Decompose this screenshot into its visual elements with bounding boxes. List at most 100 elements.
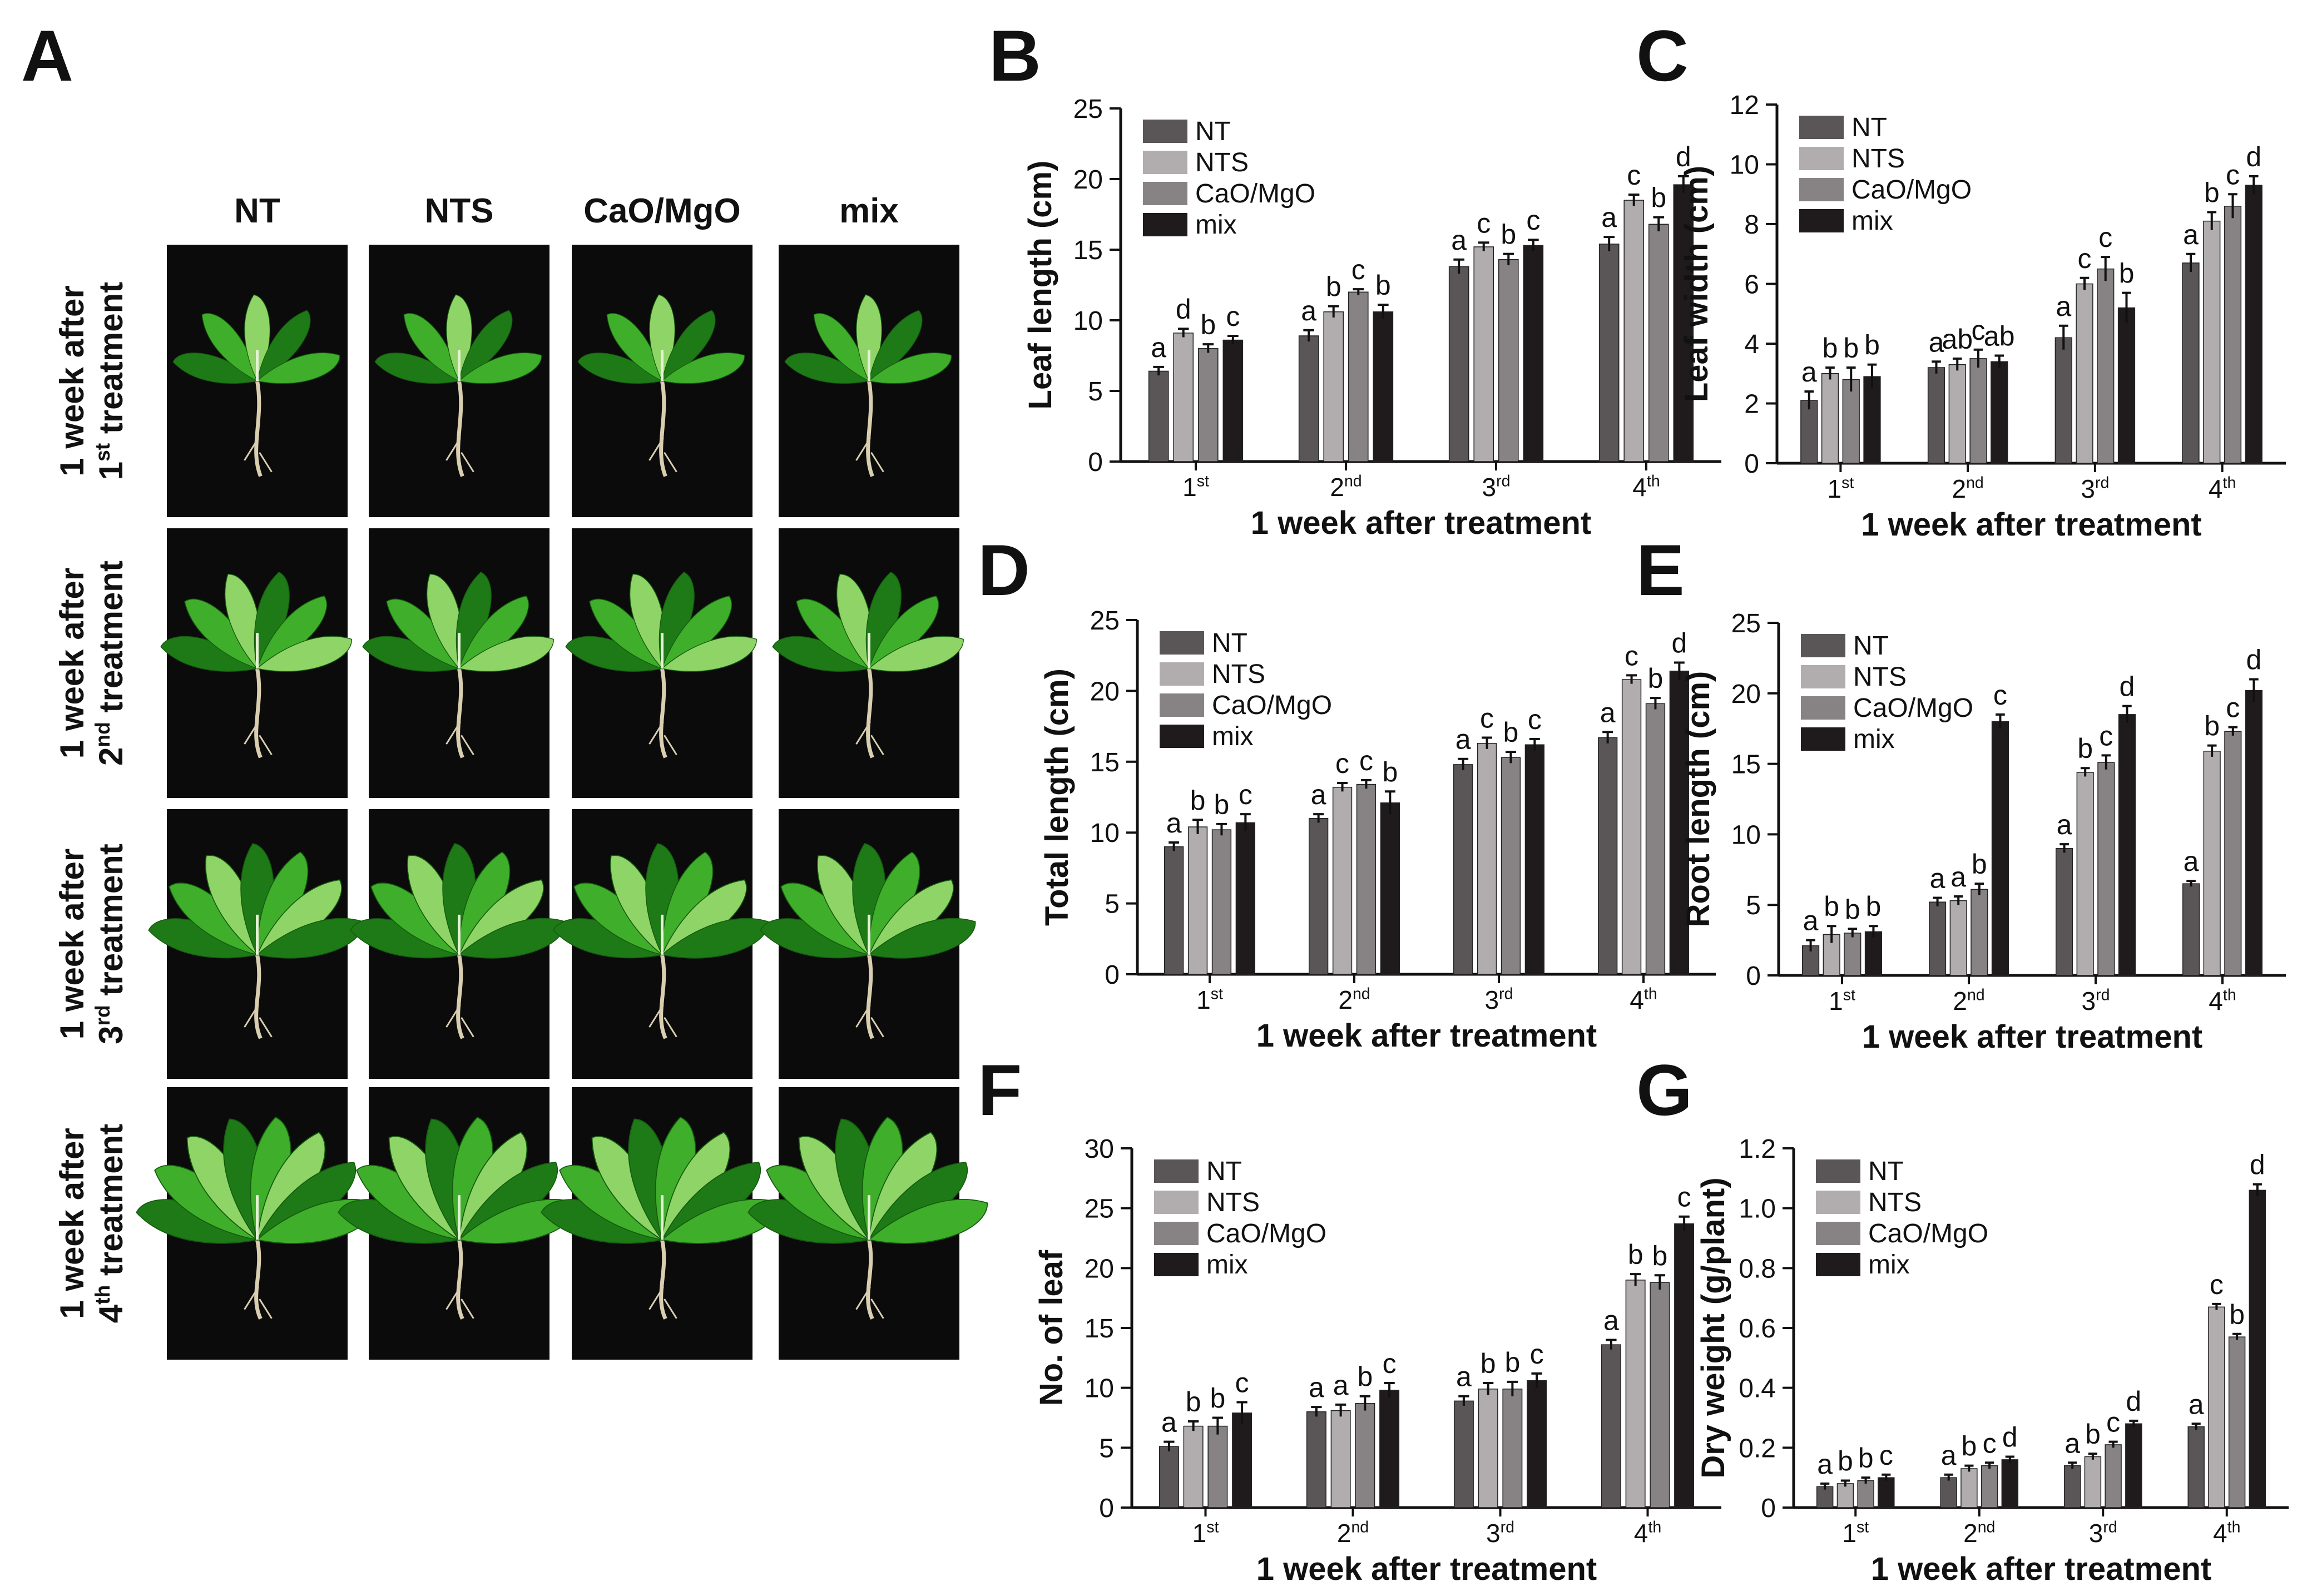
- x-tick-label: 3rd: [1482, 473, 1511, 502]
- legend-label: NT: [1195, 117, 1231, 146]
- y-tick-label: 2: [1744, 390, 1759, 419]
- bar: [2117, 307, 2136, 464]
- significance-letter: c: [1983, 1428, 1997, 1459]
- bar: [2224, 731, 2242, 976]
- leaf: [868, 310, 923, 382]
- significance-letter: b: [1652, 1240, 1667, 1271]
- row-label-line2: 4th treatment: [91, 1124, 130, 1324]
- significance-letter: c: [1239, 779, 1252, 810]
- x-tick-label: 2nd: [1338, 985, 1370, 1014]
- root: [866, 380, 874, 477]
- chart-panel-c: C 0 2 4 6 8 10 12 Leaf width (cm) 1 week after tr…: [1636, 15, 2286, 543]
- significance-letter: c: [1993, 680, 2007, 711]
- legend-swatch: [1160, 725, 1204, 748]
- bar: [1969, 358, 1987, 464]
- plant-photo: [541, 1087, 781, 1360]
- root-hairs: [855, 1004, 884, 1038]
- significance-letter: b: [2204, 711, 2220, 742]
- y-tick-label: 1.0: [1739, 1194, 1776, 1224]
- y-tick-label: 30: [1085, 1134, 1114, 1164]
- bar: [1207, 1425, 1228, 1508]
- significance-letter: d: [2250, 1149, 2265, 1181]
- bar: [1650, 1282, 1670, 1508]
- significance-letter: c: [2078, 243, 2092, 274]
- bar: [2203, 751, 2221, 976]
- leaf: [606, 313, 663, 382]
- bar: [1844, 933, 1862, 976]
- leaf: [868, 918, 976, 959]
- legend-label: NT: [1853, 631, 1889, 661]
- row-label-line2: 2nd treatment: [91, 561, 130, 766]
- x-tick-label: 1st: [1842, 1519, 1869, 1548]
- column-header: NTS: [425, 192, 494, 230]
- bar: [1857, 1480, 1874, 1508]
- legend-label: CaO/MgO: [1851, 175, 1972, 205]
- y-tick-label: 25: [1090, 606, 1120, 636]
- legend-swatch: [1799, 209, 1844, 232]
- column-header: mix: [839, 192, 899, 230]
- significance-letter: b: [1504, 1347, 1520, 1378]
- plant-photo: [350, 809, 566, 1079]
- y-tick-label: 0: [1088, 448, 1103, 477]
- y-tick-label: 0.2: [1739, 1434, 1776, 1463]
- plant-photo: [747, 1087, 988, 1360]
- bar: [2245, 185, 2263, 464]
- bar: [2245, 690, 2263, 976]
- chart-panel-f: F 0 5 10 15 20 25 30 No. of leaf 1 week after tre…: [978, 1049, 1721, 1587]
- y-tick-label: 10: [1073, 306, 1103, 336]
- y-tick-label: 20: [1073, 165, 1103, 195]
- plant-photo: [572, 245, 752, 517]
- bar: [1232, 1412, 1252, 1508]
- significance-letter: b: [1858, 1443, 1874, 1474]
- y-tick-label: 0: [1746, 961, 1761, 991]
- leaf: [868, 352, 952, 384]
- bar: [1863, 376, 1881, 464]
- significance-letter: a: [1455, 724, 1471, 755]
- bar: [1356, 784, 1377, 975]
- significance-letter: c: [2098, 222, 2112, 253]
- legend-swatch: [1154, 1191, 1199, 1214]
- y-tick-label: 0: [1099, 1494, 1114, 1523]
- legend-swatch: [1143, 213, 1187, 236]
- root-hairs: [244, 438, 273, 473]
- y-tick-label: 6: [1744, 270, 1759, 300]
- plant-photo: [565, 528, 757, 798]
- significance-letter: c: [2106, 1407, 2120, 1438]
- bar: [1159, 1446, 1179, 1508]
- significance-letter: b: [1824, 891, 1839, 922]
- significance-letter: b: [2085, 1419, 2101, 1450]
- root: [659, 954, 667, 1039]
- x-tick-label: 2nd: [1952, 474, 1983, 503]
- legend-swatch: [1816, 1253, 1860, 1276]
- y-tick-label: 5: [1088, 377, 1103, 407]
- significance-letter: a: [1311, 779, 1326, 810]
- legend-label: mix: [1853, 725, 1895, 754]
- y-axis-label: Leaf length (cm): [1022, 161, 1058, 410]
- root-hairs: [855, 1286, 884, 1319]
- legend-label: CaO/MgO: [1212, 691, 1332, 720]
- bar: [1836, 1483, 1854, 1508]
- legend-swatch: [1799, 178, 1844, 201]
- bar: [1991, 361, 2008, 464]
- bar: [1674, 1223, 1695, 1508]
- x-tick-label: 4th: [2209, 474, 2236, 503]
- bar: [1523, 245, 1544, 462]
- legend-swatch: [1801, 696, 1845, 720]
- x-axis-label: 1 week after treatment: [1861, 507, 2201, 543]
- significance-letter: b: [1972, 849, 1987, 880]
- legend-label: CaO/MgO: [1206, 1219, 1326, 1248]
- bar: [1448, 266, 1469, 462]
- bar: [1373, 311, 1394, 462]
- legend-swatch: [1816, 1159, 1860, 1183]
- bar: [1453, 764, 1473, 975]
- significance-letter: a: [1333, 1370, 1349, 1401]
- legend-label: CaO/MgO: [1868, 1219, 1988, 1248]
- root: [254, 954, 263, 1039]
- legend-label: mix: [1195, 210, 1237, 240]
- legend-swatch: [1801, 665, 1845, 688]
- leaf: [813, 313, 870, 382]
- y-tick-label: 0.6: [1739, 1314, 1776, 1344]
- x-tick-label: 1st: [1182, 473, 1209, 502]
- significance-letter: c: [1359, 745, 1373, 776]
- root-hairs: [445, 1004, 474, 1038]
